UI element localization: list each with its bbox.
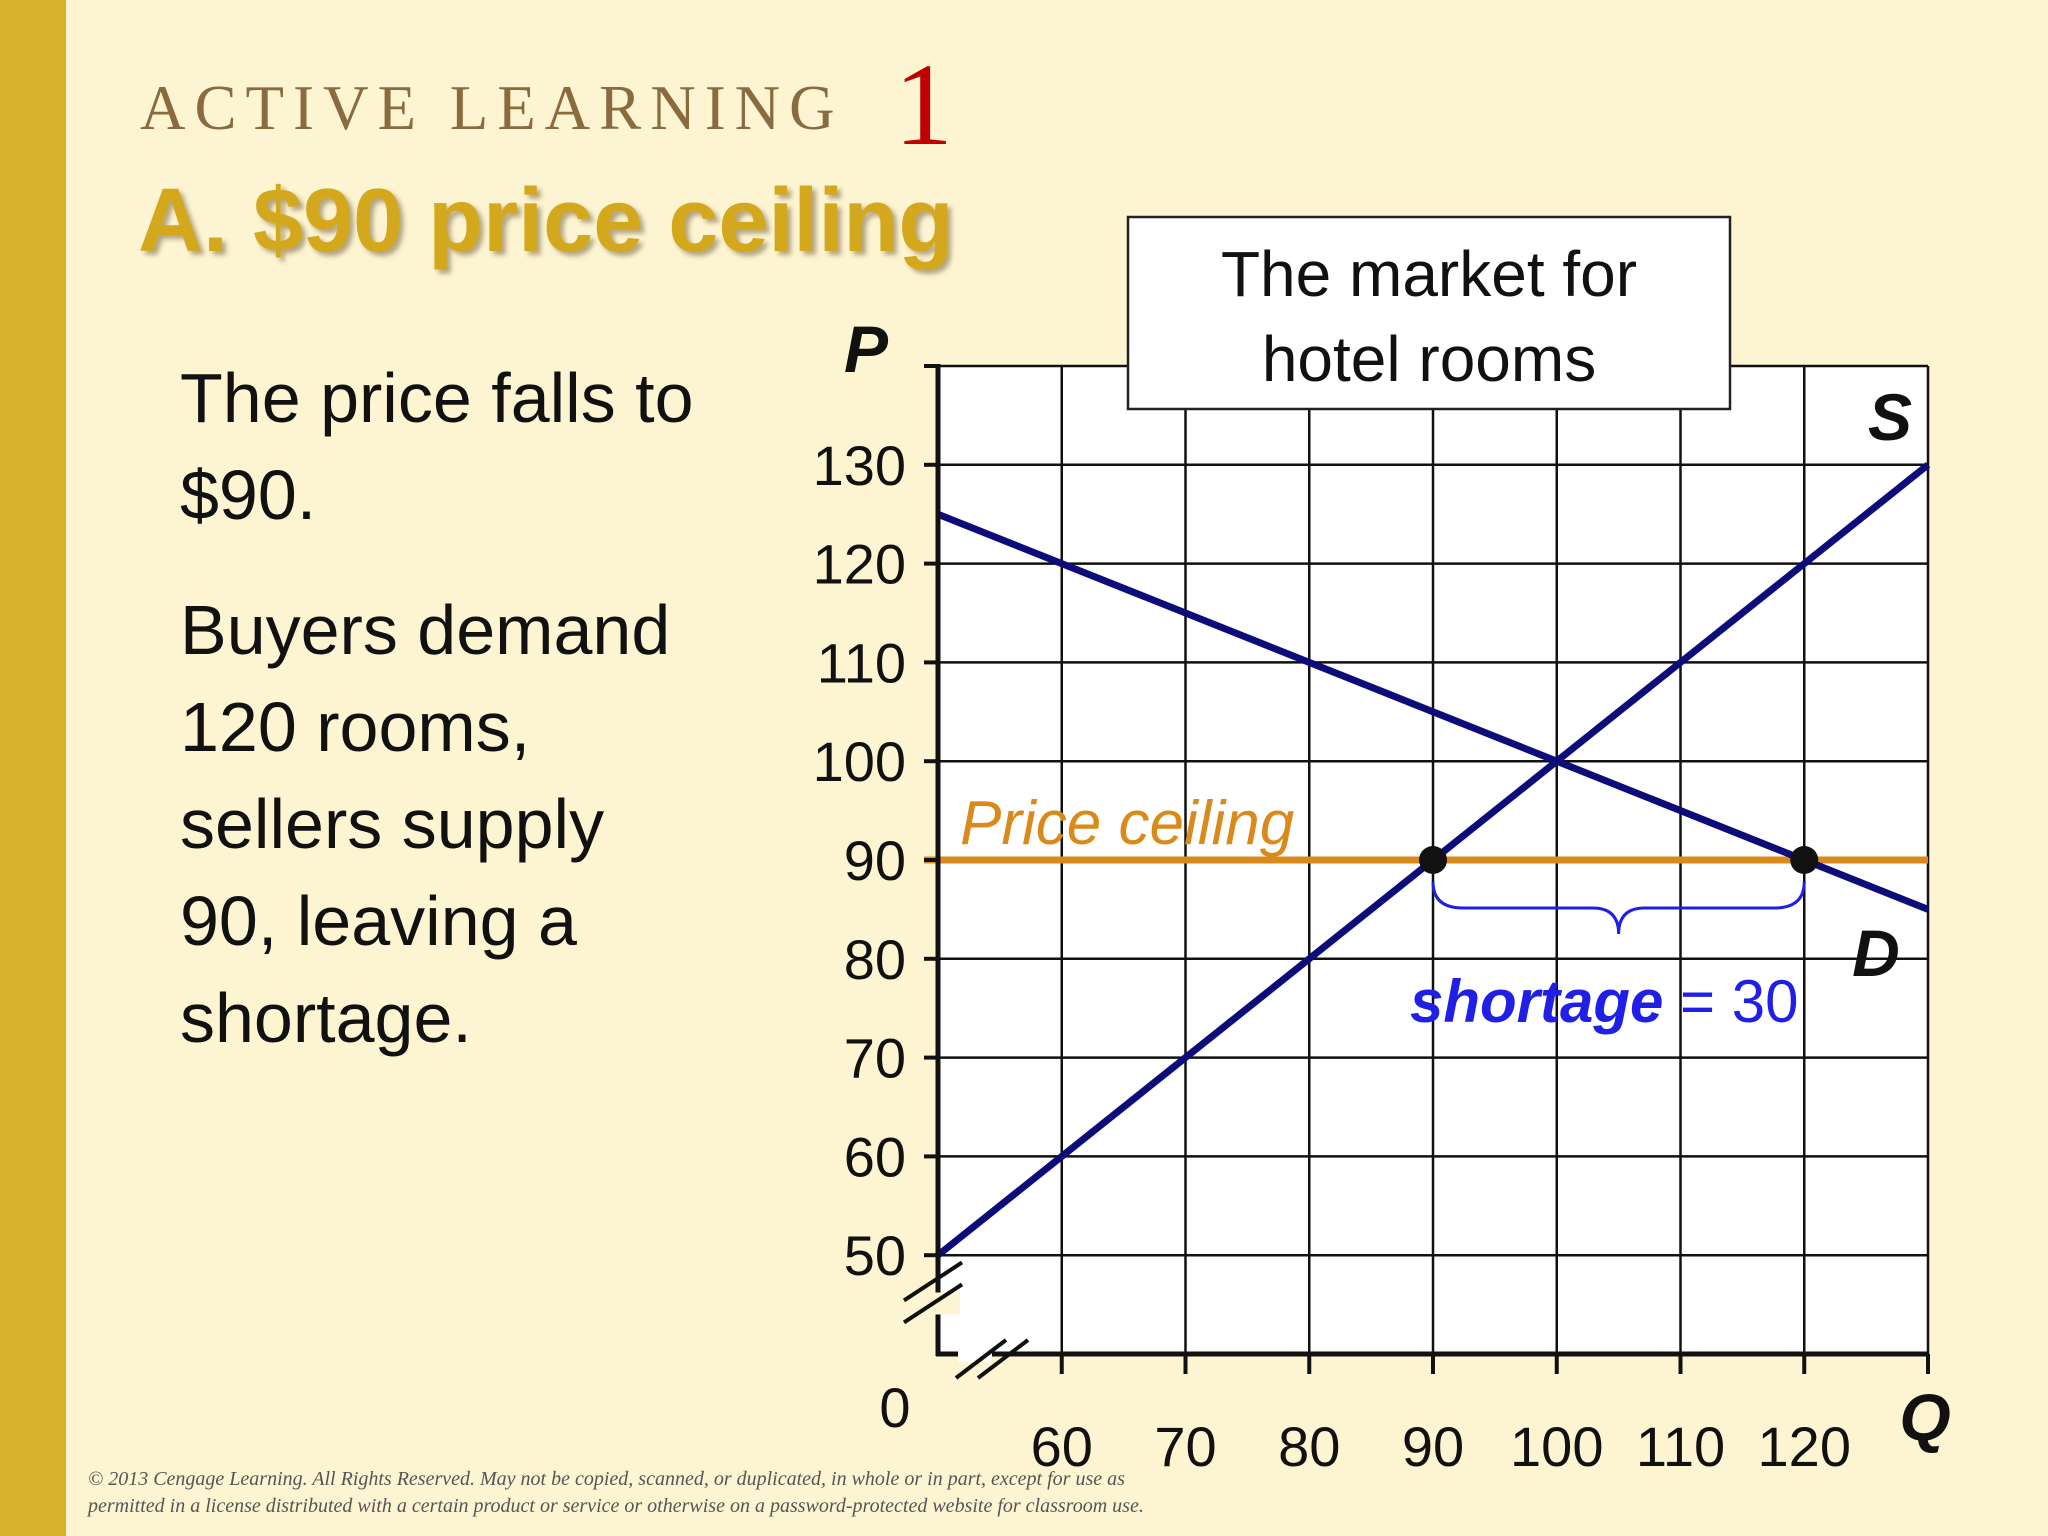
chart-title-line-2: hotel rooms	[1262, 323, 1596, 395]
y-tick-label: 50	[844, 1224, 906, 1287]
y-tick-label: 80	[844, 928, 906, 991]
chart-title-box	[1126, 215, 1732, 411]
x-axis-break-mark	[954, 1338, 1008, 1380]
footer-line-1: © 2013 Cengage Learning. All Rights Rese…	[88, 1468, 1125, 1490]
shortage-word: shortage	[1410, 968, 1663, 1035]
shortage-amount: = 30	[1663, 968, 1798, 1035]
curves: Price ceiling S D	[924, 380, 1931, 1258]
x-tick-label: 80	[1278, 1415, 1340, 1478]
x-tick-label: 60	[1031, 1415, 1093, 1478]
y-tick-label: 100	[813, 730, 906, 793]
y-tick-label: 130	[813, 434, 906, 497]
chart-title-group: The market for hotel rooms	[1126, 215, 1732, 411]
shortage-brace	[1431, 881, 1806, 935]
annotations: shortage = 30	[1410, 846, 1819, 1035]
x-tick-label: 90	[1402, 1415, 1464, 1478]
y-tick-label: 110	[817, 631, 906, 694]
slide-title: A. $90 price ceiling	[138, 171, 954, 271]
accent-bar	[0, 0, 66, 1536]
body-paragraph-1: The price falls to $90.	[180, 359, 694, 534]
kicker: ACTIVE LEARNING	[140, 73, 844, 143]
supply-label: S	[1868, 380, 1912, 454]
y-axis-break-mark	[902, 1282, 964, 1325]
x-tick-label: 110	[1636, 1415, 1725, 1478]
intersection-point	[1419, 846, 1447, 874]
copyright-footer: © 2013 Cengage Learning. All Rights Rese…	[88, 1466, 1388, 1520]
kicker-number: 1	[894, 39, 953, 170]
price-ceiling-label: Price ceiling	[960, 789, 1294, 858]
y-tick-label: 70	[844, 1027, 906, 1090]
x-tick-label: 100	[1510, 1415, 1603, 1478]
x-axis-label: Q	[1899, 1380, 1950, 1454]
y-axis-label: P	[844, 312, 889, 386]
chart-title-line-1: The market for	[1221, 238, 1637, 310]
y-tick-label: 60	[844, 1125, 906, 1188]
body-paragraph-2: Buyers demand 120 rooms, sellers supply …	[180, 591, 671, 1057]
demand-label: D	[1852, 916, 1900, 990]
y-axis-break-mark	[902, 1260, 964, 1303]
axes: 50 60 70 80 90 100 110 120 130 60 70 80 90 100 110 120 P…	[813, 312, 1951, 1478]
x-axis-break-mark	[976, 1338, 1030, 1380]
intersection-point	[1790, 846, 1819, 874]
shortage-label: shortage = 30	[1410, 968, 1799, 1035]
y-tick-label: 90	[844, 829, 906, 892]
x-tick-label: 70	[1154, 1415, 1216, 1478]
x-tick-label: 120	[1758, 1415, 1851, 1478]
footer-line-2: permitted in a license distributed with …	[88, 1495, 1144, 1517]
demand-curve	[936, 510, 1930, 913]
y-tick-label: 120	[813, 533, 906, 596]
origin-label: 0	[879, 1376, 910, 1439]
slide-body: The price falls to $90. Buyers demand 12…	[180, 350, 700, 1105]
